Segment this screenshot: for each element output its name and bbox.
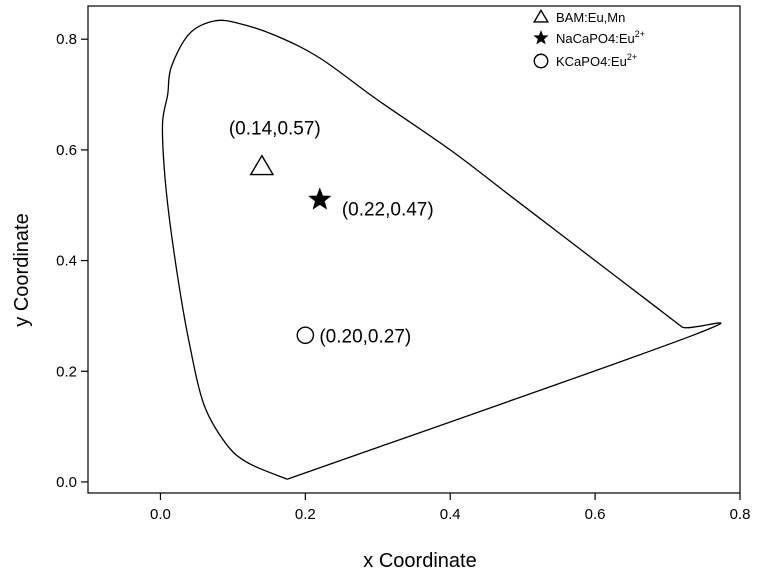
x-tick-label: 0.4 — [440, 506, 461, 523]
y-axis-title: y Coordinate — [11, 213, 33, 326]
legend-circle-icon — [533, 53, 549, 69]
x-tick-label: 0.0 — [150, 506, 171, 523]
y-tick-label: 0.6 — [56, 142, 77, 159]
y-tick-label: 0.4 — [56, 253, 77, 270]
data-markers — [249, 154, 332, 345]
x-tick-label: 0.6 — [585, 506, 606, 523]
legend-star-icon — [533, 30, 549, 45]
triangle-marker — [249, 154, 275, 176]
x-tick-label: 0.2 — [295, 506, 316, 523]
point-annotation: (0.22,0.47) — [342, 200, 434, 221]
axis-ticks: 0.0 0.2 0.4 0.6 0.8 0.0 0.2 0.4 0.6 0.8 — [56, 31, 750, 523]
legend-superscript: 2+ — [635, 29, 645, 39]
legend: BAM:Eu,Mn NaCaPO4:Eu2+ KCaPO4:Eu2+ — [532, 9, 645, 69]
spectral-locus-curve — [161, 19, 722, 480]
legend-superscript: 2+ — [627, 52, 637, 62]
y-tick-label: 0.2 — [56, 363, 77, 380]
point-annotation: (0.20,0.27) — [319, 326, 411, 347]
legend-entry: NaCaPO4:Eu2+ — [556, 29, 645, 46]
x-tick-label: 0.8 — [730, 506, 751, 523]
legend-triangle-icon — [532, 9, 550, 23]
legend-entry: KCaPO4:Eu2+ — [556, 52, 637, 69]
circle-marker — [296, 326, 315, 345]
y-tick-label: 0.0 — [56, 474, 77, 491]
y-tick-label: 0.8 — [56, 31, 77, 48]
star-marker — [308, 187, 332, 210]
point-annotations: (0.14,0.57) (0.22,0.47) (0.20,0.27) — [229, 118, 434, 347]
legend-entry: BAM:Eu,Mn — [556, 10, 625, 25]
point-annotation: (0.14,0.57) — [229, 118, 321, 139]
plot-frame — [87, 5, 741, 494]
x-axis-title: x Coordinate — [363, 550, 476, 572]
